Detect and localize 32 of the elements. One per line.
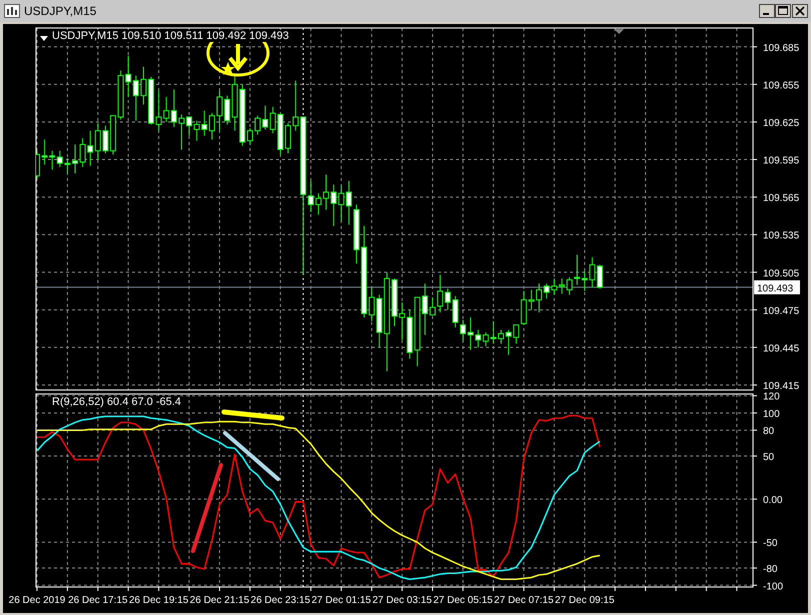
y-tick-label: 120 [763, 392, 780, 403]
x-tick-label: 26 Dec 17:15 [68, 595, 128, 606]
y-tick-label: 109.445 [763, 343, 800, 354]
y-tick-label: 109.415 [763, 380, 800, 392]
y-tick-label: -80 [763, 564, 778, 576]
y-tick-label: -50 [763, 538, 778, 550]
ref-line-label: 109.493 [757, 283, 794, 294]
chart-subtitle: USDJPY,M15 109.510 109.511 109.492 109.493 [52, 30, 289, 42]
y-tick-label: 109.475 [763, 306, 800, 317]
y-tick-label: 109.685 [763, 42, 800, 54]
y-tick-label: 109.535 [763, 230, 800, 242]
y-tick-label: -100 [763, 581, 784, 592]
x-tick-label: 26 Dec 21:15 [190, 595, 250, 606]
y-tick-label: 100 [763, 408, 780, 420]
x-tick-label: 26 Dec 23:15 [250, 595, 311, 606]
y-tick-label: 109.625 [763, 118, 800, 129]
x-tick-label: 27 Dec 07:15 [494, 595, 554, 606]
x-tick-label: 27 Dec 05:15 [433, 595, 494, 606]
y-tick-label: 109.595 [763, 156, 800, 167]
x-tick-label: 26 Dec 19:15 [128, 595, 189, 606]
x-tick-label: 26 Dec 2019 [8, 595, 66, 606]
y-tick-label: 109.655 [763, 80, 800, 92]
x-tick-label: 27 Dec 03:15 [372, 595, 432, 606]
chart-title: USDJPY,M15 [24, 4, 96, 18]
y-tick-label: 109.565 [763, 193, 800, 204]
x-tick-label: 27 Dec 09:15 [554, 595, 615, 606]
chart-title: R(9,26,52) 60.4 67.0 -65.4 [52, 396, 182, 408]
y-tick-label: 0.00 [763, 495, 783, 506]
y-tick-label: 50 [763, 452, 775, 464]
y-tick-label: 80 [763, 426, 775, 438]
x-tick-label: 27 Dec 01:15 [312, 595, 372, 606]
y-tick-label: 109.505 [763, 268, 800, 280]
